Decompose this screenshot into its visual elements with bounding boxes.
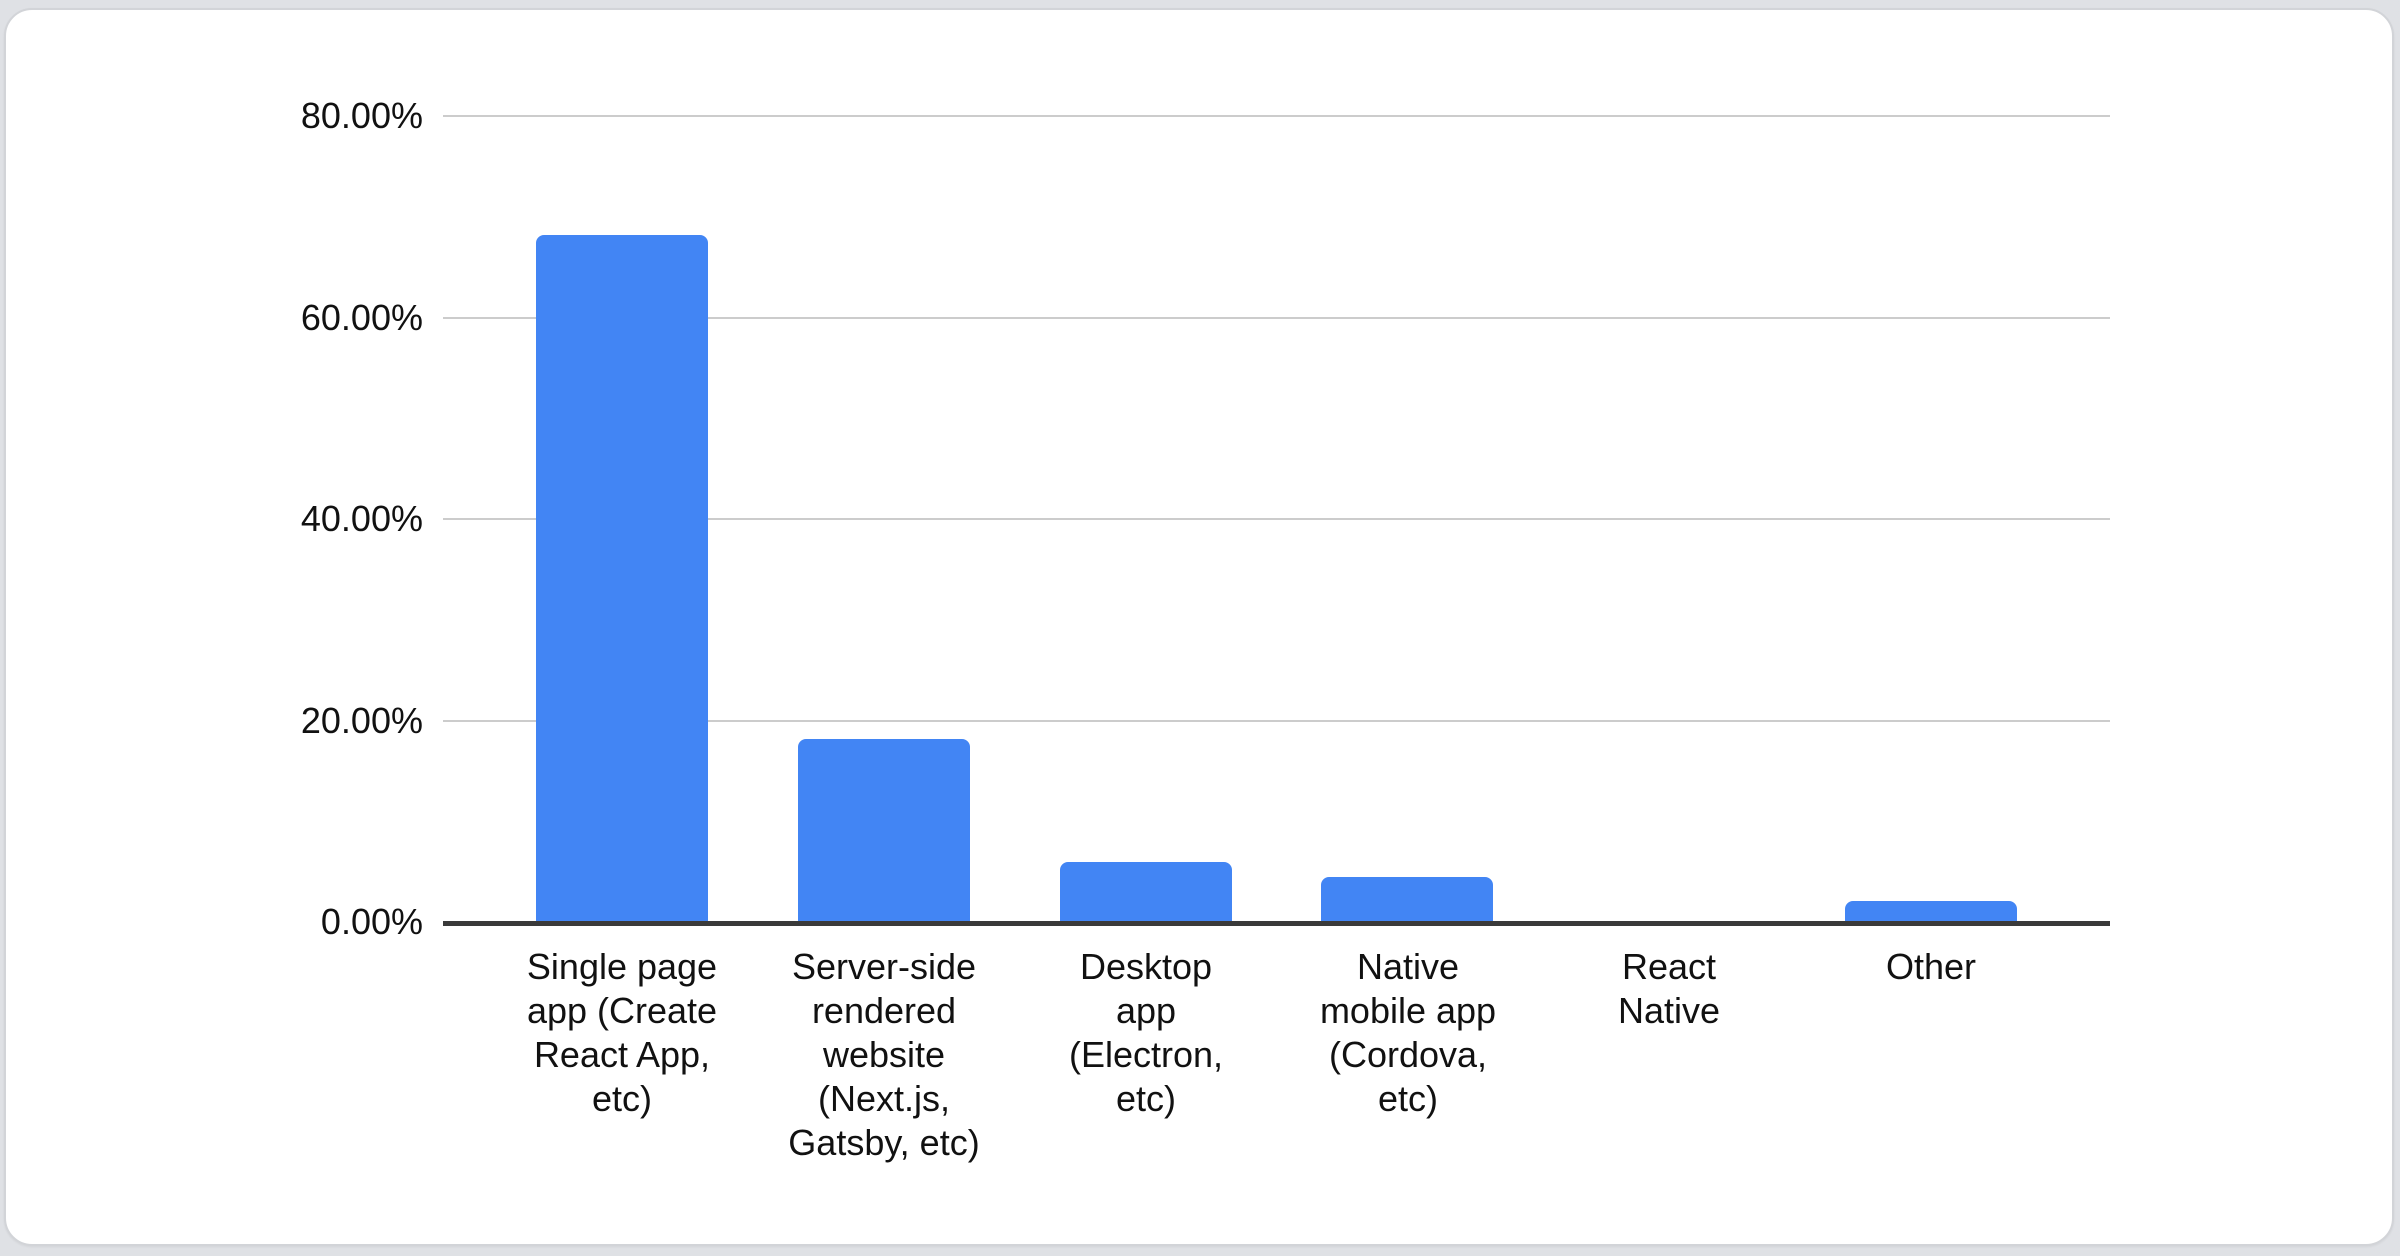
y-axis-tick-label: 60.00% (300, 296, 423, 338)
bar-server-side-rendered-website (798, 739, 970, 924)
x-axis-label-react-native: React Native (1617, 946, 1721, 1031)
x-axis-label-server-side-rendered-website: Server-side rendered website (Next.js, G… (788, 946, 980, 1163)
x-axis-label-native-mobile-app: Native mobile app (Cordova, etc) (1319, 946, 1497, 1119)
y-axis-tick-label: 80.00% (300, 95, 423, 136)
y-axis-tick-label: 40.00% (300, 498, 423, 539)
y-axis-tick-label: 20.00% (300, 699, 423, 741)
x-axis-baseline (443, 921, 2110, 926)
bar-native-mobile-app (1321, 877, 1493, 924)
bar-desktop-app (1060, 862, 1232, 924)
bar-single-page-app (536, 235, 708, 924)
x-axis-label-other: Other (1885, 946, 1977, 987)
chart-card (4, 8, 2394, 1246)
x-axis-label-desktop-app: Desktop app (Electron, etc) (1068, 946, 1224, 1119)
gridline-20 (443, 719, 2110, 722)
gridline-40 (443, 518, 2110, 520)
gridline-80 (443, 115, 2110, 117)
gridline-60 (443, 316, 2110, 319)
bar-other (1845, 901, 2017, 924)
x-axis-label-single-page-app: Single page app (Create React App, etc) (526, 946, 718, 1119)
y-axis-tick-label: 0.00% (320, 901, 423, 942)
